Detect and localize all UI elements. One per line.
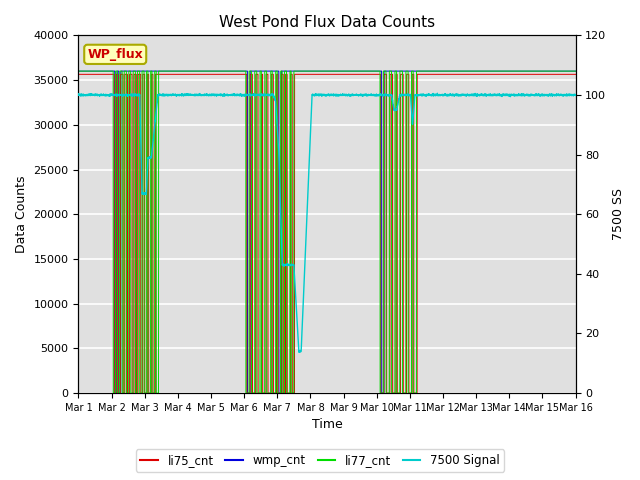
- Legend: li75_cnt, wmp_cnt, li77_cnt, 7500 Signal: li75_cnt, wmp_cnt, li77_cnt, 7500 Signal: [136, 449, 504, 472]
- Text: WP_flux: WP_flux: [87, 48, 143, 61]
- Y-axis label: Data Counts: Data Counts: [15, 176, 28, 253]
- Title: West Pond Flux Data Counts: West Pond Flux Data Counts: [219, 15, 435, 30]
- X-axis label: Time: Time: [312, 419, 342, 432]
- Y-axis label: 7500 SS: 7500 SS: [612, 188, 625, 240]
